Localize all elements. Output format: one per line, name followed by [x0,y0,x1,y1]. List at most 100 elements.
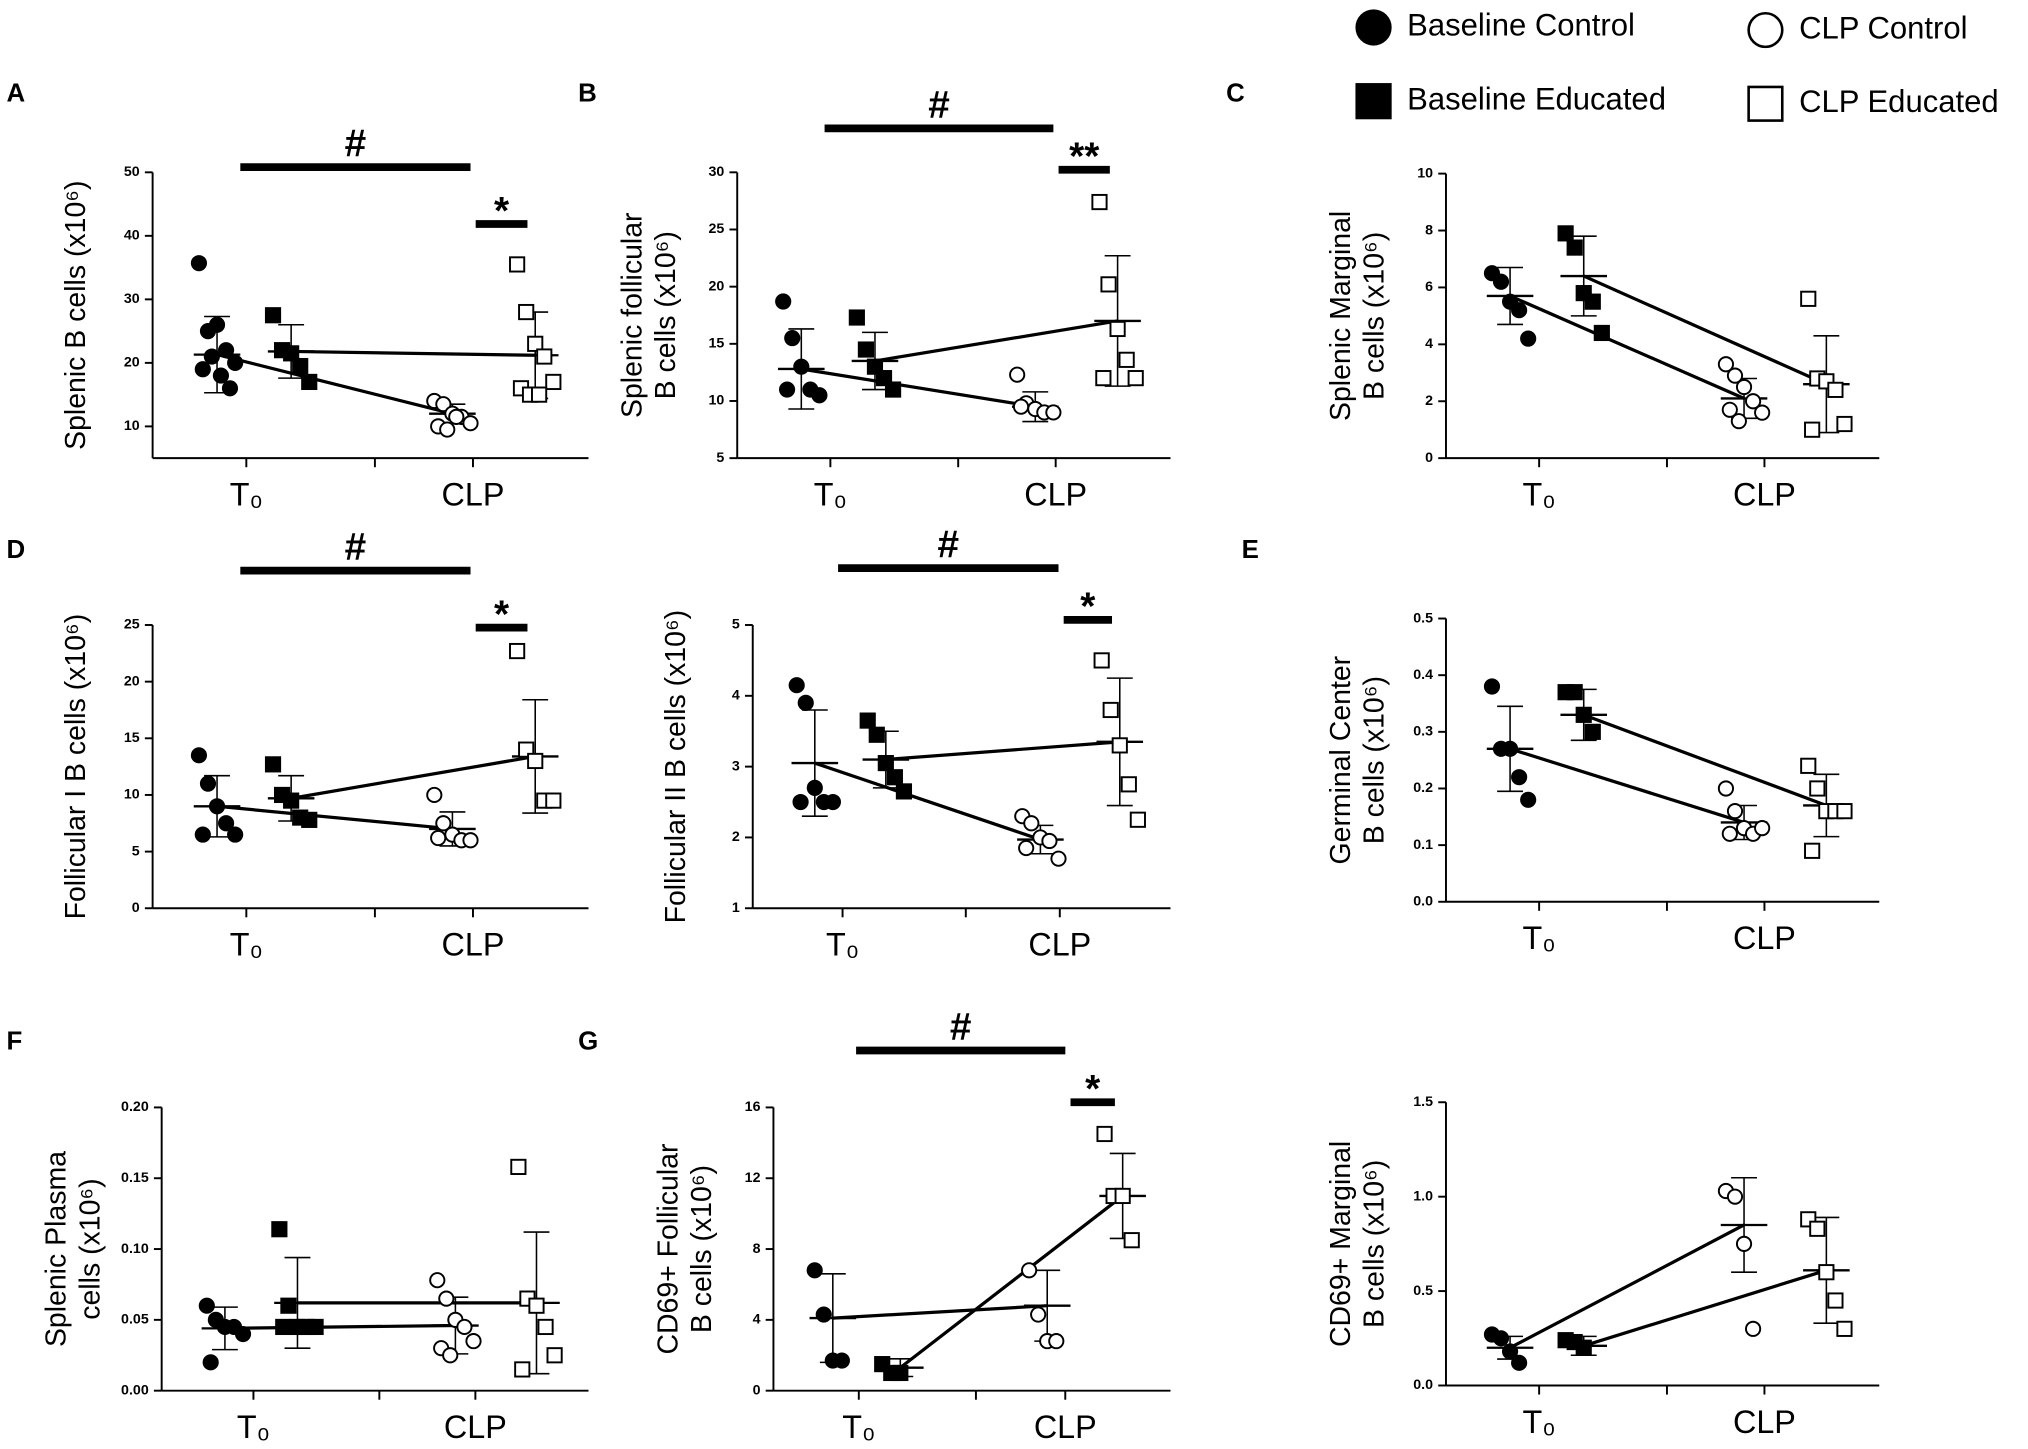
y-axis-label: B cells (x10⁶) [1359,1160,1391,1328]
data-point [1511,302,1528,319]
panel: E 0.0 0.1 0.2 0.3 0.4 0.5 T₀ CLP Germinal Center B… [1242,536,1880,956]
y-tick-label: 16 [745,1099,761,1115]
y-tick-label: 0.3 [1413,724,1433,740]
legend-marker [1355,83,1392,120]
data-point [1827,1292,1844,1309]
data-point [264,756,282,773]
data-point [1109,320,1126,338]
legend-label: Baseline Control [1407,8,1635,43]
data-point [190,747,208,764]
data-point [271,1221,288,1238]
data-point [1745,393,1762,410]
significance-label: # [345,123,367,166]
legend-marker [1355,9,1392,46]
y-tick-label: 0.4 [1413,667,1433,683]
data-point [198,1297,215,1314]
data-point [1575,706,1592,723]
data-point [292,357,309,375]
y-tick-label: 5 [732,617,740,633]
data-point [1809,780,1826,797]
data-point [824,793,841,811]
data-point [1575,1339,1592,1356]
data-point [280,1297,297,1314]
y-tick-label: 30 [708,164,724,180]
y-axis-label: B cells (x10⁶) [1359,232,1391,400]
data-point [775,293,792,310]
data-point [1566,684,1583,701]
y-tick-label: 2 [1425,393,1433,409]
data-point [884,381,902,398]
panel: C 0 2 4 6 8 10 T₀ CLP Splenic Marginal B cells (x1… [1226,80,1880,513]
x-tick-label: T₀ [1523,1404,1556,1440]
data-point [462,415,479,432]
x-tick-label: T₀ [237,1409,270,1444]
data-point [234,1325,252,1343]
data-point [1021,1262,1038,1279]
data-point [456,1318,473,1336]
data-point [1721,401,1738,418]
data-point [811,387,828,404]
data-point [218,342,235,359]
x-tick-label: CLP [1733,920,1796,956]
data-point [527,752,544,770]
data-point [1593,324,1610,342]
data-point [848,309,865,326]
data-point [208,316,226,333]
y-tick-label: 0.20 [121,1099,149,1115]
data-point [1100,276,1117,293]
data-point [283,792,300,809]
trend-line [216,353,453,416]
data-point [1048,1333,1065,1350]
data-point [1120,776,1137,793]
data-point [1127,370,1144,387]
y-tick-label: 0.0 [1413,894,1433,910]
data-point [1836,415,1853,433]
y-tick-label: 0.1 [1413,837,1433,853]
data-point [1050,850,1067,867]
trend-line [1509,1223,1745,1350]
data-point [1584,723,1601,740]
y-axis-label: Germinal Center [1325,656,1357,865]
data-point [1093,652,1110,669]
panel-letter: B [578,80,597,108]
y-tick-label: 20 [124,673,140,689]
panel: D 0 5 10 15 20 25 T₀ CLP Follicular I B cells (x1… [6,526,589,963]
data-point [429,1272,446,1289]
data-point [1492,1330,1510,1347]
significance-label: # [950,1006,972,1049]
trend-line [291,349,536,357]
legend-label: CLP Control [1799,10,1967,45]
y-tick-label: 30 [124,291,140,307]
data-point [1818,1264,1835,1281]
data-point [465,1333,482,1350]
significance-label: * [1080,586,1096,629]
data-point [1809,1220,1826,1237]
legend-marker [1747,85,1784,122]
y-tick-label: 8 [1425,222,1433,238]
data-point [545,792,562,809]
y-tick-label: 15 [124,730,140,746]
data-point [797,694,814,711]
y-tick-label: 0.0 [1413,1377,1433,1393]
data-point [1483,678,1501,695]
data-point [203,348,220,365]
significance-label: ** [1069,136,1100,179]
x-tick-label: T₀ [842,1409,875,1444]
y-tick-label: 10 [124,787,140,803]
data-point [1123,1232,1140,1249]
y-tick-label: 20 [124,355,140,371]
panel: 0.0 0.5 1.0 1.5 T₀ CLP CD69+ Marginal B cells (… [1325,1094,1880,1440]
y-axis-label: Splenic Plasma [41,1151,73,1347]
data-point [546,1347,563,1364]
x-tick-label: T₀ [1523,920,1556,956]
y-tick-label: 4 [732,688,740,704]
trend-line [1583,1268,1827,1348]
y-tick-label: 5 [716,450,724,466]
trend-line [801,367,1036,409]
data-point [430,829,447,847]
significance-label: # [345,526,367,569]
y-axis-label: CD69+ Follicular [652,1144,684,1355]
x-tick-label: T₀ [1523,477,1556,513]
data-point [778,381,796,398]
data-point [1800,290,1817,307]
